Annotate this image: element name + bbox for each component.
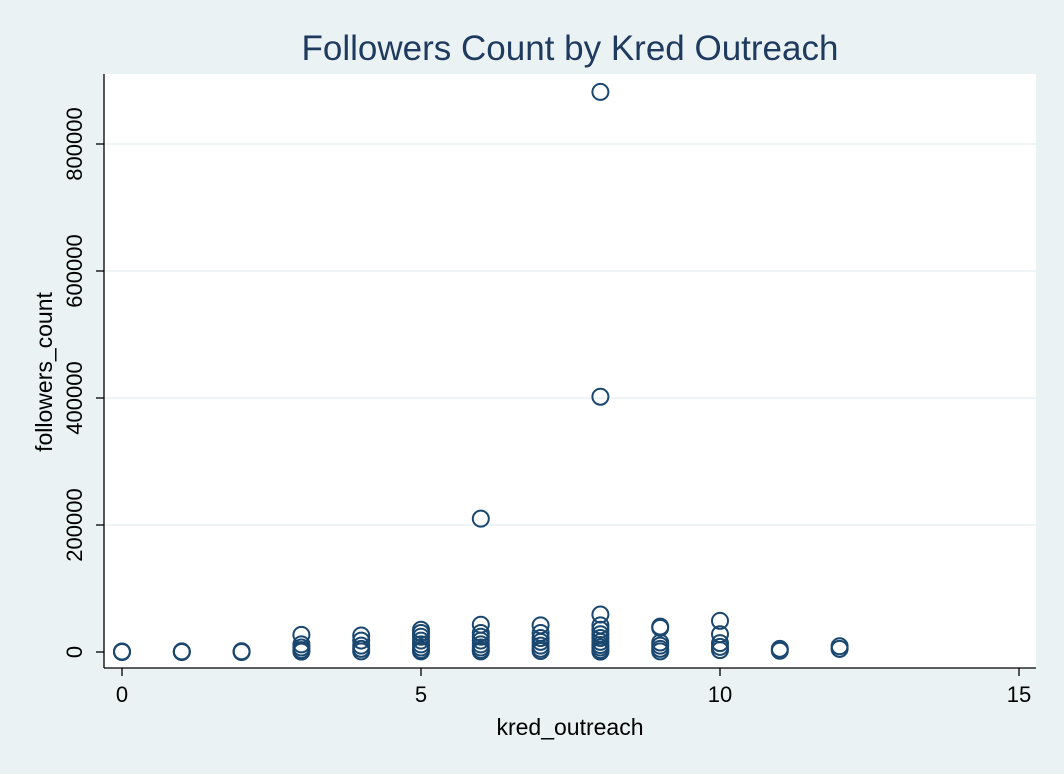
ticks: 0 200000 400000 600000 800000 0 5 10 15 (62, 107, 1031, 707)
scatter-point (591, 82, 610, 101)
x-tick-label: 10 (708, 682, 732, 707)
scatter-point (172, 642, 191, 661)
axes (103, 74, 1036, 669)
y-tick-label: 0 (62, 646, 87, 658)
y-tick-label: 800000 (62, 107, 87, 180)
scatter-point (711, 611, 729, 630)
scatter-point (651, 642, 670, 661)
scatter-point (651, 618, 670, 637)
scatter-point (412, 642, 430, 661)
x-tick-label: 0 (116, 682, 128, 707)
x-axis-label: kred_outreach (496, 714, 643, 740)
scatter-point (591, 387, 610, 406)
scatter-point (471, 509, 490, 528)
scatter-point (770, 641, 789, 660)
scatter-point (352, 631, 371, 650)
scatter-point (591, 642, 610, 661)
grid-lines (104, 143, 1036, 526)
x-tick-label: 5 (415, 682, 427, 707)
y-tick-label: 400000 (62, 361, 87, 434)
scatter-point (292, 642, 311, 661)
scatter-point (830, 639, 849, 658)
chart-title: Followers Count by Kred Outreach (302, 29, 839, 68)
scatter-point (352, 642, 371, 661)
data-points (113, 82, 849, 661)
scatter-point (113, 642, 131, 661)
plot-area (104, 74, 1036, 668)
y-tick-label: 200000 (62, 488, 87, 561)
x-tick-label: 15 (1007, 682, 1031, 707)
scatter-point (711, 641, 729, 660)
scatter-point (471, 642, 490, 661)
scatter-point (232, 642, 251, 661)
y-axis-label: followers_count (31, 291, 57, 451)
y-tick-label: 600000 (62, 234, 87, 307)
scatter-point (531, 642, 550, 661)
